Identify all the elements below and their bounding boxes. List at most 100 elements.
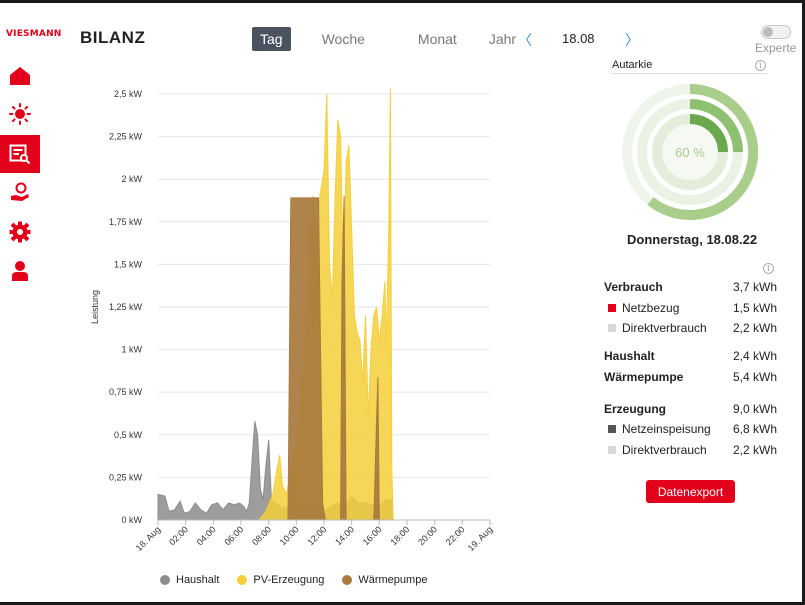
stat-label: Direktverbrauch — [622, 321, 707, 335]
hand-coin-icon — [11, 182, 29, 201]
next-date-button[interactable]: 〉 — [625, 32, 639, 48]
stat-row-generation: Erzeugung 9,0 kWh — [604, 401, 777, 417]
page-title: BILANZ — [80, 28, 146, 47]
tab-week[interactable]: Woche — [321, 31, 365, 47]
autarky-inner-arc — [689, 114, 728, 153]
full-date: Donnerstag, 18.08.22 — [627, 232, 758, 247]
stat-label: Erzeugung — [604, 402, 666, 416]
autarky-donut: 60 % — [620, 82, 760, 222]
stat-label: Netzeinspeisung — [622, 422, 711, 436]
power-chart: 0 kW 0,25 kW 0,5 kW 0,75 kW 1 kW 1,25 kW 1,5 k… — [80, 78, 500, 568]
stat-label: Haushalt — [604, 349, 655, 363]
info-icon[interactable]: i — [763, 263, 774, 274]
sidebar-item-energy[interactable] — [0, 95, 40, 133]
y-tick-label: 0 kW — [121, 515, 142, 525]
autarky-donut-svg: 60 % — [622, 84, 759, 220]
period-tabs: Tag Woche Monat Jahr — [252, 27, 524, 51]
previous-date-button[interactable]: 〈 — [518, 32, 532, 48]
x-tick-label: 04:00 — [195, 524, 218, 547]
autarky-label: Autarkie — [612, 59, 653, 71]
stat-label: Wärmepumpe — [604, 370, 684, 384]
y-tick-label: 2,25 kW — [109, 132, 143, 142]
logo-text: VIESMANN — [6, 29, 62, 39]
stat-value: 2,2 kWh — [732, 321, 777, 335]
stat-row-grid-feed: Netzeinspeisung 6,8 kWh — [604, 421, 777, 437]
x-tick-label: 18:00 — [388, 524, 411, 547]
stat-value: 1,5 kWh — [732, 301, 777, 315]
info-icon[interactable]: i — [755, 60, 766, 71]
stat-label: Direktverbrauch — [622, 443, 707, 457]
x-tick-label: 19. Aug — [466, 524, 495, 553]
viessmann-logo: VIESMANN — [6, 29, 64, 43]
stat-row-direct-consumption: Direktverbrauch 2,2 kWh — [604, 320, 777, 336]
autarky-percent: 60 % — [675, 145, 705, 160]
sidebar-item-profile[interactable] — [0, 252, 40, 290]
autarky-middle-arc — [689, 99, 743, 153]
x-tick-label: 22:00 — [444, 524, 467, 547]
autarky-outer-arc — [647, 84, 759, 220]
x-tick-label: 18. Aug — [134, 524, 163, 553]
x-tick-label: 20:00 — [416, 524, 439, 547]
stat-row-consumption: Verbrauch 3,7 kWh — [604, 279, 777, 295]
y-axis-label: Leistung — [90, 290, 100, 324]
sun-icon — [9, 103, 31, 125]
user-icon — [12, 261, 28, 281]
autarky-divider — [610, 73, 767, 74]
grid-feed-swatch — [608, 425, 616, 433]
y-tick-label: 0,5 kW — [114, 430, 143, 440]
data-export-button[interactable]: Datenexport — [646, 480, 735, 503]
expert-toggle[interactable] — [761, 25, 791, 39]
x-tick-label: 08:00 — [250, 524, 273, 547]
legend-swatch — [342, 575, 353, 585]
sidebar-item-settings[interactable] — [0, 213, 40, 251]
report-icon — [9, 144, 31, 164]
sidebar-item-savings[interactable] — [0, 174, 40, 212]
y-tick-label: 1,75 kW — [109, 217, 143, 227]
legend-label: Wärmepumpe — [358, 574, 428, 586]
stat-value: 5,4 kWh — [732, 370, 777, 384]
y-tick-label: 0,25 kW — [109, 472, 143, 482]
home-icon — [10, 67, 30, 85]
legend-item-pv[interactable]: PV-Erzeugung — [237, 574, 324, 586]
direct-consumption-swatch — [608, 324, 616, 332]
x-tick-label: 02:00 — [167, 524, 190, 547]
chart-legend: Haushalt PV-Erzeugung Wärmepumpe — [160, 574, 445, 586]
power-chart-svg: 0 kW 0,25 kW 0,5 kW 0,75 kW 1 kW 1,25 kW 1,5 k… — [90, 88, 495, 553]
y-tick-label: 1 kW — [121, 345, 142, 355]
x-tick-label: 06:00 — [222, 524, 245, 547]
stat-row-grid-import: Netzbezug 1,5 kWh — [604, 300, 777, 316]
x-tick-label: 10:00 — [278, 524, 301, 547]
legend-label: PV-Erzeugung — [253, 574, 325, 586]
stat-value: 6,8 kWh — [732, 422, 777, 436]
tab-day[interactable]: Tag — [252, 27, 291, 51]
current-date: 18.08 — [562, 31, 595, 46]
stat-label: Verbrauch — [604, 280, 663, 294]
stat-row-household: Haushalt 2,4 kWh — [604, 348, 777, 364]
stat-label: Netzbezug — [622, 301, 680, 315]
legend-swatch — [237, 575, 248, 585]
series-area-1 — [258, 88, 394, 521]
stat-row-heatpump: Wärmepumpe 5,4 kWh — [604, 369, 777, 385]
x-tick-label: 12:00 — [305, 524, 328, 547]
tab-month[interactable]: Monat — [417, 31, 457, 47]
x-tick-label: 16:00 — [361, 524, 384, 547]
legend-swatch — [160, 575, 170, 585]
stat-value: 9,0 kWh — [732, 402, 777, 416]
sidebar-item-balance[interactable] — [0, 135, 40, 173]
legend-item-haushalt[interactable]: Haushalt — [160, 574, 219, 586]
legend-item-heatpump[interactable]: Wärmepumpe — [342, 574, 427, 586]
y-tick-label: 2 kW — [121, 174, 142, 184]
legend-label: Haushalt — [176, 574, 220, 586]
y-tick-label: 1,5 kW — [114, 259, 143, 269]
stat-value: 2,4 kWh — [732, 349, 777, 363]
series-area-2 — [287, 196, 380, 521]
sidebar-item-home[interactable] — [0, 57, 40, 95]
stat-value: 2,2 kWh — [732, 443, 777, 457]
tab-year[interactable]: Jahr — [488, 31, 517, 47]
y-tick-label: 1,25 kW — [109, 302, 143, 312]
stat-value: 3,7 kWh — [732, 280, 777, 294]
direct-consumption-swatch — [608, 446, 616, 454]
toggle-knob — [763, 27, 773, 37]
gear-icon — [9, 221, 31, 243]
